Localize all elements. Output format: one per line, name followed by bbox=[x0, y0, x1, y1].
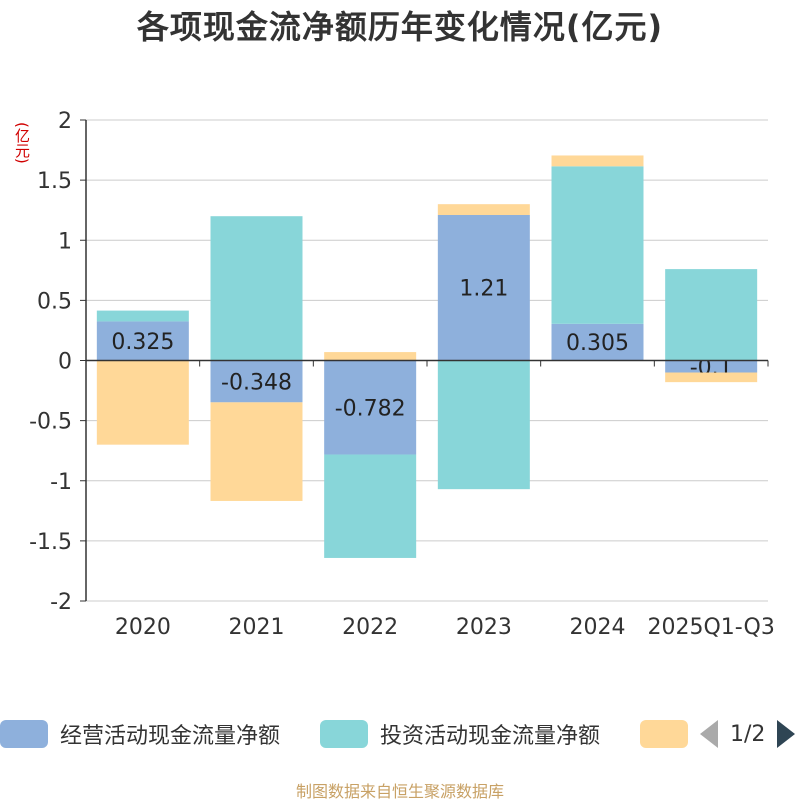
legend-item-operating[interactable]: 经营活动现金流量净额 bbox=[0, 718, 280, 750]
y-tick-label-0: 2 bbox=[58, 109, 72, 134]
chart-title: 各项现金流净额历年变化情况(亿元) bbox=[136, 8, 664, 46]
bar-2-4 bbox=[551, 155, 644, 167]
legend-pager: 1/2 bbox=[700, 718, 796, 750]
y-tick-label-6: -1 bbox=[50, 470, 72, 495]
bar-1-4 bbox=[551, 166, 644, 324]
legend-label-investing: 投资活动现金流量净额 bbox=[380, 724, 601, 749]
bar-2-0 bbox=[96, 360, 189, 445]
legend-item-investing[interactable]: 投资活动现金流量净额 bbox=[320, 718, 600, 750]
legend: 经营活动现金流量净额 投资活动现金流量净额 1/2 bbox=[0, 714, 800, 758]
y-tick-label-3: 0.5 bbox=[37, 289, 72, 314]
data-label-2: -0.782 bbox=[335, 397, 406, 422]
y-tick-label-5: -0.5 bbox=[29, 410, 72, 435]
bar-1-1 bbox=[210, 216, 303, 361]
bar-2-3 bbox=[437, 204, 530, 215]
legend-swatch-investing bbox=[320, 720, 368, 748]
y-axis-unit-label: (亿元) bbox=[13, 122, 31, 164]
bar-0-5 bbox=[665, 360, 758, 373]
data-label-3: 1.21 bbox=[459, 277, 508, 302]
legend-item-third[interactable] bbox=[640, 718, 700, 750]
bar-0-1 bbox=[210, 360, 303, 403]
bar-0-3 bbox=[437, 214, 530, 361]
x-tick-label-4: 2024 bbox=[570, 615, 626, 640]
y-tick-label-2: 1 bbox=[58, 229, 72, 254]
bar-2-1 bbox=[210, 402, 303, 501]
bar-2-5 bbox=[665, 372, 758, 383]
y-tick-label-7: -1.5 bbox=[29, 530, 72, 555]
bar-2-2 bbox=[324, 352, 417, 361]
pager-next-icon[interactable] bbox=[777, 720, 796, 748]
x-tick-label-0: 2020 bbox=[115, 615, 171, 640]
bar-1-0 bbox=[96, 310, 189, 322]
bar-1-5 bbox=[665, 269, 758, 361]
x-tick-label-3: 2023 bbox=[456, 615, 512, 640]
pager-prev-icon[interactable] bbox=[700, 720, 718, 748]
x-tick-label-2: 2022 bbox=[342, 615, 398, 640]
data-label-4: 0.305 bbox=[566, 331, 629, 356]
y-tick-label-4: 0 bbox=[58, 350, 72, 375]
legend-swatch-operating bbox=[0, 720, 48, 748]
bar-1-3 bbox=[437, 360, 530, 490]
chart-plot: 2 1.5 1 0.5 0 -0.5 -1 -1.5 -2 0.325 -0.348 -0.782 1.… bbox=[29, 109, 775, 640]
bar-0-4 bbox=[551, 323, 644, 361]
data-label-0: 0.325 bbox=[111, 330, 174, 355]
bar-1-2 bbox=[324, 454, 417, 558]
y-tick-label-8: -2 bbox=[50, 590, 72, 615]
data-label-1: -0.348 bbox=[221, 370, 292, 395]
y-tick-label-1: 1.5 bbox=[37, 169, 72, 194]
x-tick-label-5: 2025Q1-Q3 bbox=[647, 615, 774, 640]
x-tick-label-1: 2021 bbox=[229, 615, 285, 640]
legend-label-operating: 经营活动现金流量净额 bbox=[60, 724, 281, 749]
pager-page-text: 1/2 bbox=[730, 721, 766, 747]
legend-swatch-third bbox=[640, 720, 688, 748]
bar-0-2 bbox=[324, 360, 417, 455]
bar-0-0 bbox=[96, 321, 189, 361]
source-note: 制图数据来自恒生聚源数据库 bbox=[295, 782, 504, 801]
